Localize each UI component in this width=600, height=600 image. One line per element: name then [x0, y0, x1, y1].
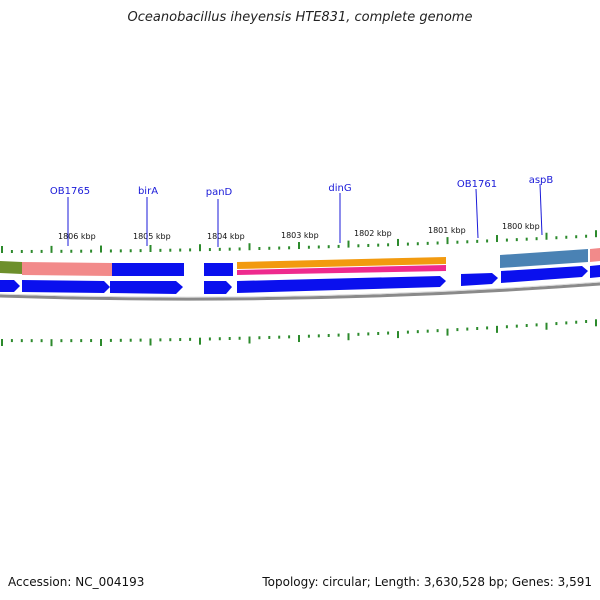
genome-backbone-highlight: [0, 281, 600, 298]
gene-arrow: [0, 280, 20, 292]
gene-label-lines: [67, 183, 543, 247]
kbp-label: 1806 kbp: [58, 232, 96, 241]
feature-salmon-1: [22, 262, 112, 276]
feature-blue-2: [204, 263, 233, 276]
gene-arrow: [237, 276, 446, 293]
kbp-label: 1800 kbp: [502, 222, 540, 231]
genome-backbone: [0, 282, 600, 301]
kbp-label: 1803 kbp: [281, 231, 319, 240]
gene-arrows: [0, 265, 600, 294]
accession-label: Accession: NC_004193: [8, 575, 145, 589]
gene-arrow: [501, 266, 588, 283]
gene-arrow: [461, 273, 498, 286]
gene-label-ding: dinG: [328, 183, 351, 194]
kbp-label: 1802 kbp: [354, 229, 392, 238]
kbp-label: 1804 kbp: [207, 232, 245, 241]
feature-orange: [237, 257, 446, 269]
feature-magenta: [237, 265, 446, 275]
gene-label-bira: birA: [138, 186, 158, 197]
lower-tick-row: [1, 319, 597, 347]
kbp-labels: 1806 kbp 1805 kbp 1804 kbp 1803 kbp 1802…: [58, 222, 540, 241]
gene-label-aspb: aspB: [529, 175, 554, 186]
gene-arrow: [590, 265, 600, 278]
feature-blue-1: [112, 263, 184, 276]
feature-steelblue: [500, 249, 588, 268]
kbp-label: 1801 kbp: [428, 226, 466, 235]
gene-label-pand: panD: [206, 187, 233, 198]
gene-label-ob1765: OB1765: [50, 186, 90, 197]
gene-labels: OB1765 birA panD dinG OB1761 aspB: [50, 175, 554, 198]
upper-tick-row: [1, 230, 597, 253]
gene-arrow: [22, 280, 110, 293]
genome-title: Oceanobacillus iheyensis HTE831, complet…: [127, 10, 473, 25]
gene-label-ob1761: OB1761: [457, 179, 497, 190]
gene-arrow: [110, 281, 183, 294]
genome-summary: Topology: circular; Length: 3,630,528 bp…: [262, 575, 592, 589]
gene-label-line: [475, 188, 479, 239]
feature-salmon-2: [590, 248, 600, 262]
feature-olive: [0, 261, 22, 274]
gene-label-line: [539, 183, 543, 236]
feature-band: [0, 248, 600, 276]
kbp-label: 1805 kbp: [133, 232, 171, 241]
gene-arrow: [204, 281, 232, 294]
